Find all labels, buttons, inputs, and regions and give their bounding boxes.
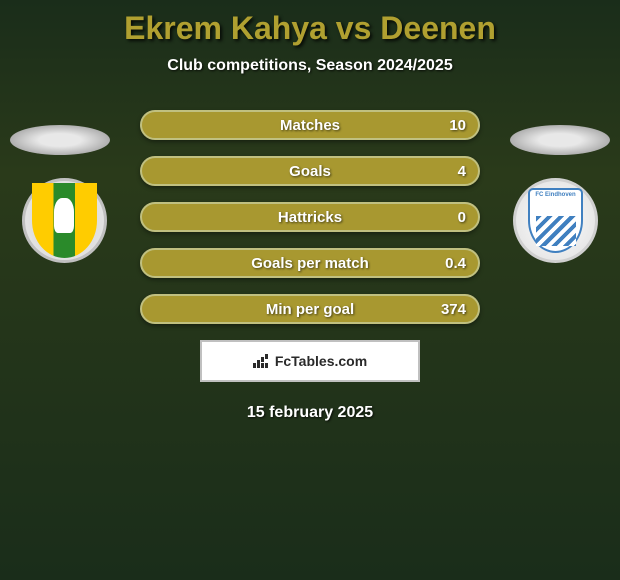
stat-right-value: 0	[458, 209, 466, 226]
footer-brand-box[interactable]: FcTables.com	[200, 340, 420, 382]
stat-right-value: 4	[458, 163, 466, 180]
stat-row-min-per-goal: Min per goal 374	[140, 294, 480, 324]
club-right-logo: FC Eindhoven	[513, 178, 598, 263]
stripes-icon	[536, 216, 576, 246]
stat-label: Min per goal	[266, 301, 354, 318]
stat-right-value: 10	[449, 117, 466, 134]
subtitle: Club competitions, Season 2024/2025	[0, 57, 620, 75]
club-left-shield-icon	[32, 183, 97, 258]
stat-row-goals: Goals 4	[140, 156, 480, 186]
club-right-text: FC Eindhoven	[535, 192, 575, 198]
stat-label: Goals	[289, 163, 331, 180]
stat-label: Goals per match	[251, 255, 369, 272]
club-right-shield-icon: FC Eindhoven	[528, 188, 583, 253]
date-label: 15 february 2025	[0, 404, 620, 422]
stat-right-value: 0.4	[445, 255, 466, 272]
stat-row-goals-per-match: Goals per match 0.4	[140, 248, 480, 278]
page-title: Ekrem Kahya vs Deenen	[0, 10, 620, 47]
stork-icon	[54, 198, 74, 233]
stat-row-hattricks: Hattricks 0	[140, 202, 480, 232]
club-left-logo	[22, 178, 107, 263]
stat-right-value: 374	[441, 301, 466, 318]
player-left-avatar	[10, 125, 110, 155]
stats-container: Matches 10 Goals 4 Hattricks 0 Goals per…	[140, 110, 480, 324]
stat-label: Hattricks	[278, 209, 342, 226]
footer-brand-text: FcTables.com	[275, 353, 367, 369]
stat-label: Matches	[280, 117, 340, 134]
bar-chart-icon	[253, 354, 271, 368]
player-right-avatar	[510, 125, 610, 155]
stat-row-matches: Matches 10	[140, 110, 480, 140]
